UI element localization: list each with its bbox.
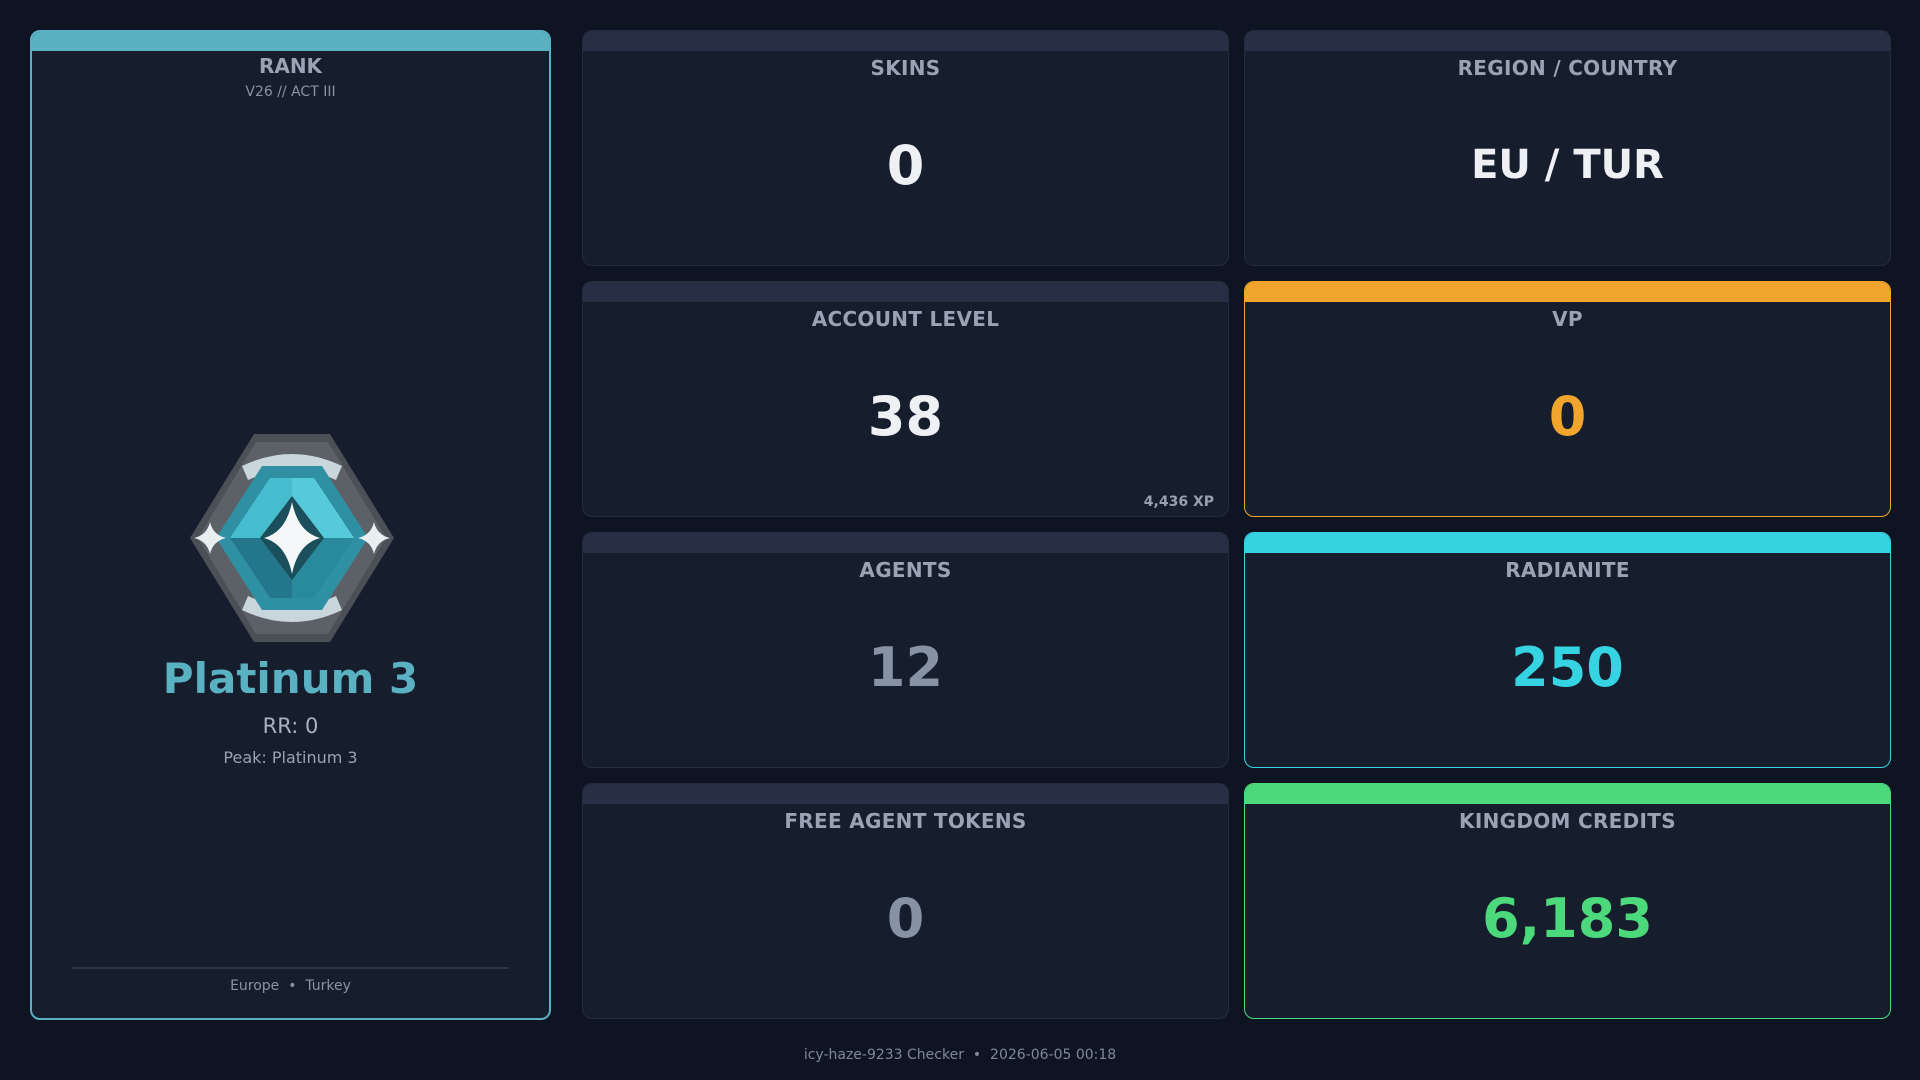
skins-value: 0 xyxy=(886,133,925,197)
rank-act-label: V26 // ACT III xyxy=(245,84,336,100)
card-header-bar xyxy=(1245,31,1890,51)
card-header-bar xyxy=(583,533,1228,553)
radianite-value: 250 xyxy=(1511,635,1624,699)
free-agent-tokens-value: 0 xyxy=(886,886,925,950)
rank-card-title: RANK xyxy=(258,54,323,78)
rank-name: Platinum 3 xyxy=(162,654,419,703)
radianite-label: RADIANITE xyxy=(1505,558,1630,582)
agents-value: 12 xyxy=(867,635,944,699)
rank-card: RANK V26 // ACT III Platinum 3 xyxy=(30,30,551,1020)
kingdom-credits-card: KINGDOM CREDITS 6,183 xyxy=(1244,783,1891,1019)
free-agent-tokens-card: FREE AGENT TOKENS 0 xyxy=(582,783,1229,1019)
card-header-bar xyxy=(583,31,1228,51)
agents-label: AGENTS xyxy=(859,558,952,582)
free-agent-tokens-label: FREE AGENT TOKENS xyxy=(784,809,1027,833)
card-header-bar xyxy=(583,282,1228,302)
region-country-value: EU / TUR xyxy=(1471,142,1664,188)
skins-card: SKINS 0 xyxy=(582,30,1229,266)
region-country-card: REGION / COUNTRY EU / TUR xyxy=(1244,30,1891,266)
rank-peak: Peak: Platinum 3 xyxy=(223,748,358,767)
rank-rr: RR: 0 xyxy=(262,714,319,738)
skins-label: SKINS xyxy=(870,56,941,80)
footer-text: icy-haze-9233 Checker • 2026-06-05 00:18 xyxy=(803,1047,1117,1063)
card-header-bar xyxy=(1245,282,1890,302)
card-header-bar xyxy=(583,784,1228,804)
account-level-label: ACCOUNT LEVEL xyxy=(811,307,1000,331)
rank-region-line: Europe • Turkey xyxy=(230,978,351,994)
agents-card: AGENTS 12 xyxy=(582,532,1229,768)
kingdom-credits-value: 6,183 xyxy=(1482,886,1653,950)
radianite-card: RADIANITE 250 xyxy=(1244,532,1891,768)
vp-value: 0 xyxy=(1548,384,1587,448)
rank-divider xyxy=(72,967,509,969)
rank-card-accent-bar xyxy=(32,32,549,51)
account-xp: 4,436 XP xyxy=(1143,494,1214,510)
account-level-card: ACCOUNT LEVEL 38 4,436 XP xyxy=(582,281,1229,517)
region-country-label: REGION / COUNTRY xyxy=(1457,56,1678,80)
account-level-value: 38 xyxy=(867,384,944,448)
kingdom-credits-label: KINGDOM CREDITS xyxy=(1459,809,1676,833)
vp-card: VP 0 xyxy=(1244,281,1891,517)
card-header-bar xyxy=(1245,784,1890,804)
vp-label: VP xyxy=(1552,307,1583,331)
platinum-rank-icon xyxy=(190,434,394,642)
card-header-bar xyxy=(1245,533,1890,553)
